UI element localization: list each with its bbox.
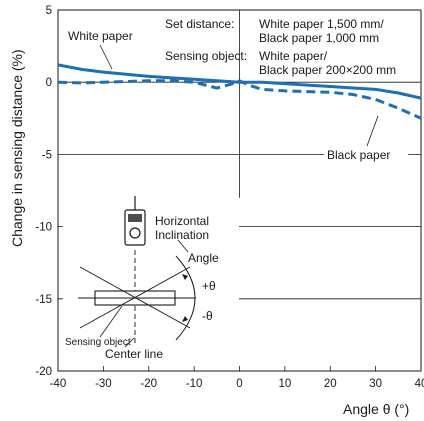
x-tick-label: 10 <box>278 378 291 390</box>
sensing-object-line1: White paper/ <box>259 49 328 63</box>
y-tick-label: -10 <box>35 222 52 234</box>
x-tick-label: 30 <box>369 378 382 390</box>
x-tick-label: -40 <box>50 378 67 390</box>
y-tick-label: -15 <box>35 294 52 306</box>
horizontal-label: Horizontal <box>155 214 209 228</box>
x-tick-label: 0 <box>236 378 242 390</box>
angle-label: Angle <box>188 251 219 265</box>
incline-line-b <box>79 266 191 329</box>
y-tick-label: -5 <box>42 149 52 161</box>
white-paper-label: White paper <box>68 29 133 43</box>
sensing-object-leader <box>99 305 123 338</box>
x-tick-label: 40 <box>415 378 424 390</box>
y-tick-label: 5 <box>46 5 52 17</box>
set-distance-line1: White paper 1,500 mm/ <box>259 17 384 31</box>
sensing-object-label: Sensing object: <box>165 49 247 63</box>
y-tick-label: -20 <box>35 366 52 378</box>
series-layer <box>57 63 422 120</box>
plus-theta-label: +θ <box>202 279 216 293</box>
x-tick-label: -10 <box>186 378 203 390</box>
x-tick-label: 20 <box>324 378 337 390</box>
white-paper-leader <box>99 44 113 70</box>
y-tick-label: 0 <box>46 77 52 89</box>
sensing-object-line2: Black paper 200×200 mm <box>259 63 396 77</box>
diagram-background <box>63 200 239 365</box>
center-line-leader <box>124 337 135 348</box>
black-paper-series-line <box>57 79 422 120</box>
black-paper-leader <box>366 115 379 147</box>
sensor-indicator <box>128 214 142 222</box>
set-distance-line2: Black paper 1,000 mm <box>259 31 379 45</box>
x-tick-label: -30 <box>95 378 112 390</box>
x-tick-label: -20 <box>140 378 157 390</box>
sensor-lens-icon <box>129 227 141 239</box>
inclination-label: Inclination <box>155 228 209 242</box>
black-paper-label-bg <box>324 146 408 164</box>
inclination-leader <box>177 239 189 253</box>
center-line-caption: Center line <box>105 347 163 361</box>
plus-theta-arrowhead <box>182 274 188 280</box>
x-axis-title: Angle θ (°) <box>343 401 409 417</box>
inclination-diagram: Horizontal Inclination Angle +θ -θ Sensi… <box>63 196 239 365</box>
minus-theta-arrowhead <box>182 316 188 322</box>
set-distance-label: Set distance: <box>165 17 234 31</box>
minus-theta-label: -θ <box>202 309 213 323</box>
axes-group: 50-5-10-15-20-40-30-20-10010203040 <box>35 5 424 390</box>
black-paper-label: Black paper <box>327 148 390 162</box>
angle-arc <box>175 255 196 341</box>
y-axis-title: Change in sensing distance (%) <box>9 49 25 247</box>
sensing-object-caption: Sensing object <box>65 337 131 348</box>
conditions-block: Set distance: White paper 1,500 mm/ Blac… <box>165 17 396 77</box>
